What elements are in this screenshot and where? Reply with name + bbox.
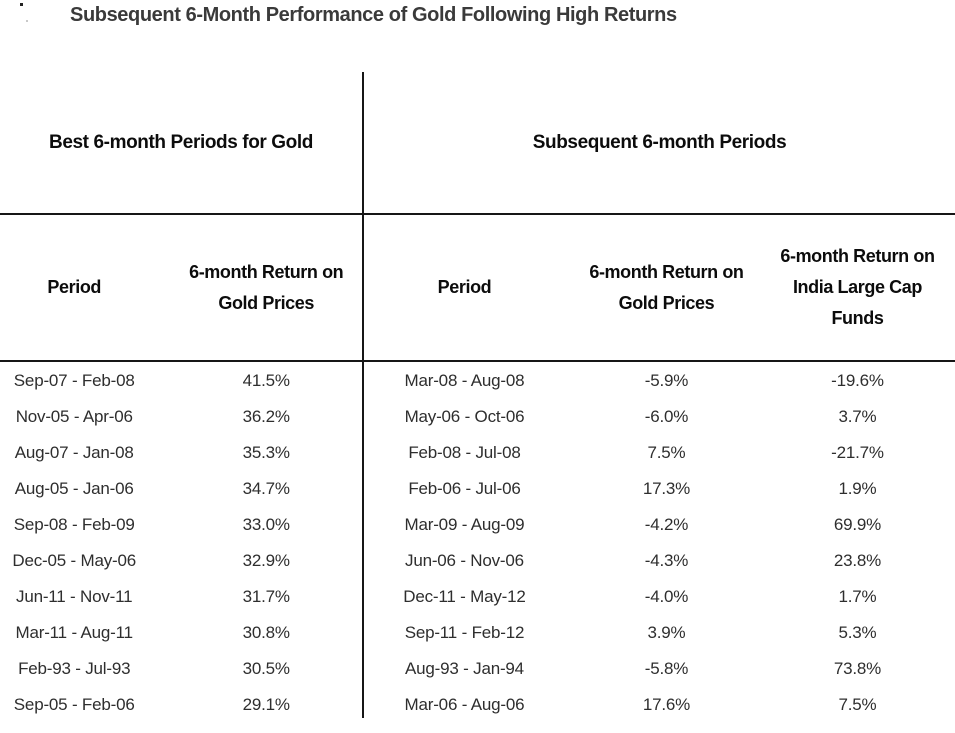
india-return-cell: -19.6% [831, 371, 884, 390]
india-return-cell: 3.7% [838, 407, 877, 426]
period-cell: Sep-07 - Feb-08 [13, 371, 135, 390]
gold-return-cell: -5.8% [644, 659, 689, 678]
gold-return-cell: 3.9% [647, 623, 686, 642]
section-header-subsequent-periods: Subsequent 6-month Periods [532, 131, 787, 153]
table-row: May-06 - Oct-06 -6.0% 3.7% [364, 399, 955, 435]
best-periods-table-body: Sep-07 - Feb-08 41.5% Nov-05 - Apr-06 36… [0, 363, 362, 723]
table-row: Feb-06 - Jul-06 17.3% 1.9% [364, 471, 955, 507]
rule-under-column-headers [0, 360, 955, 362]
column-header-gold-return: 6-month Return on Gold Prices [565, 215, 760, 360]
gold-return-cell: 30.8% [242, 623, 290, 642]
column-header-label: Period [437, 277, 492, 297]
column-header-india-large-cap-return: 6-month Return on India Large Cap Funds [760, 215, 955, 360]
period-cell: Mar-09 - Aug-09 [404, 515, 525, 534]
table-row: Jun-06 - Nov-06 -4.3% 23.8% [364, 543, 955, 579]
gold-return-cell: 41.5% [242, 371, 290, 390]
gold-return-cell: 17.6% [642, 695, 691, 714]
gold-return-cell: 31.7% [242, 587, 290, 606]
table-row: Aug-05 - Jan-06 34.7% [0, 471, 362, 507]
period-cell: Dec-05 - May-06 [12, 551, 136, 570]
column-header-label: 6-month Return on Gold Prices [589, 261, 744, 313]
gold-return-cell: 35.3% [242, 443, 290, 462]
table-row: Mar-06 - Aug-06 17.6% 7.5% [364, 687, 955, 723]
india-return-cell: -21.7% [831, 443, 884, 462]
table-row: Sep-11 - Feb-12 3.9% 5.3% [364, 615, 955, 651]
gold-return-cell: -6.0% [644, 407, 689, 426]
period-cell: Feb-93 - Jul-93 [18, 659, 131, 678]
column-header-period: Period [0, 215, 148, 360]
table-row: Mar-11 - Aug-11 30.8% [0, 615, 362, 651]
rule-under-section-headers [0, 213, 955, 215]
gold-return-cell: 34.7% [242, 479, 290, 498]
gold-return-cell: -4.3% [644, 551, 689, 570]
india-return-cell: 1.9% [838, 479, 877, 498]
table-row: Aug-07 - Jan-08 35.3% [0, 435, 362, 471]
gold-return-cell: 33.0% [242, 515, 290, 534]
period-cell: Jun-11 - Nov-11 [16, 587, 133, 606]
table-row: Feb-08 - Jul-08 7.5% -21.7% [364, 435, 955, 471]
page-title: Subsequent 6-Month Performance of Gold F… [70, 4, 677, 26]
india-return-cell: 69.9% [833, 515, 882, 534]
table-row: Sep-05 - Feb-06 29.1% [0, 687, 362, 723]
table-row: Dec-11 - May-12 -4.0% 1.7% [364, 579, 955, 615]
gold-return-cell: 32.9% [242, 551, 290, 570]
table-row: Jun-11 - Nov-11 31.7% [0, 579, 362, 615]
gold-return-cell: 17.3% [642, 479, 691, 498]
table-row: Aug-93 - Jan-94 -5.8% 73.8% [364, 651, 955, 687]
india-return-cell: 7.5% [838, 695, 877, 714]
period-cell: Mar-06 - Aug-06 [404, 695, 525, 714]
period-cell: Sep-11 - Feb-12 [404, 623, 525, 642]
period-cell: Dec-11 - May-12 [403, 587, 526, 606]
table-row: Nov-05 - Apr-06 36.2% [0, 399, 362, 435]
gold-return-cell: 30.5% [242, 659, 290, 678]
period-cell: Sep-05 - Feb-06 [13, 695, 135, 714]
table-row: Sep-08 - Feb-09 33.0% [0, 507, 362, 543]
section-header-best-periods: Best 6-month Periods for Gold [49, 131, 313, 153]
period-cell: May-06 - Oct-06 [404, 407, 525, 426]
period-cell: Aug-07 - Jan-08 [14, 443, 134, 462]
period-cell: Sep-08 - Feb-09 [13, 515, 135, 534]
period-cell: Aug-93 - Jan-94 [405, 659, 524, 678]
table-row: Mar-09 - Aug-09 -4.2% 69.9% [364, 507, 955, 543]
gold-return-cell: -5.9% [644, 371, 689, 390]
india-return-cell: 23.8% [833, 551, 882, 570]
table-row: Sep-07 - Feb-08 41.5% [0, 363, 362, 399]
scan-speck-artifact [20, 3, 23, 6]
period-cell: Jun-06 - Nov-06 [405, 551, 524, 570]
scan-speck-artifact [26, 20, 28, 22]
gold-return-cell: -4.2% [644, 515, 689, 534]
right-column-headers: Period 6-month Return on Gold Prices 6-m… [364, 215, 955, 360]
table-row: Mar-08 - Aug-08 -5.9% -19.6% [364, 363, 955, 399]
period-cell: Mar-11 - Aug-11 [15, 623, 134, 642]
period-cell: Feb-06 - Jul-06 [408, 479, 521, 498]
gold-return-cell: 29.1% [242, 695, 290, 714]
column-header-label: Period [47, 277, 102, 297]
india-return-cell: 5.3% [838, 623, 877, 642]
left-column-headers: Period 6-month Return on Gold Prices [0, 215, 362, 360]
column-header-period: Period [364, 215, 565, 360]
period-cell: Aug-05 - Jan-06 [14, 479, 134, 498]
column-header-gold-return: 6-month Return on Gold Prices [148, 215, 362, 360]
india-return-cell: 1.7% [838, 587, 877, 606]
period-cell: Nov-05 - Apr-06 [15, 407, 133, 426]
column-header-label: 6-month Return on Gold Prices [189, 261, 344, 313]
gold-return-cell: 36.2% [242, 407, 290, 426]
table-row: Feb-93 - Jul-93 30.5% [0, 651, 362, 687]
gold-return-cell: 7.5% [647, 443, 686, 462]
gold-return-cell: -4.0% [644, 587, 689, 606]
period-cell: Feb-08 - Jul-08 [408, 443, 521, 462]
period-cell: Mar-08 - Aug-08 [404, 371, 525, 390]
section-divider-line [362, 72, 364, 718]
india-return-cell: 73.8% [833, 659, 882, 678]
subsequent-periods-table-body: Mar-08 - Aug-08 -5.9% -19.6% May-06 - Oc… [364, 363, 955, 723]
column-header-label: 6-month Return on India Large Cap Funds [780, 246, 935, 328]
table-row: Dec-05 - May-06 32.9% [0, 543, 362, 579]
